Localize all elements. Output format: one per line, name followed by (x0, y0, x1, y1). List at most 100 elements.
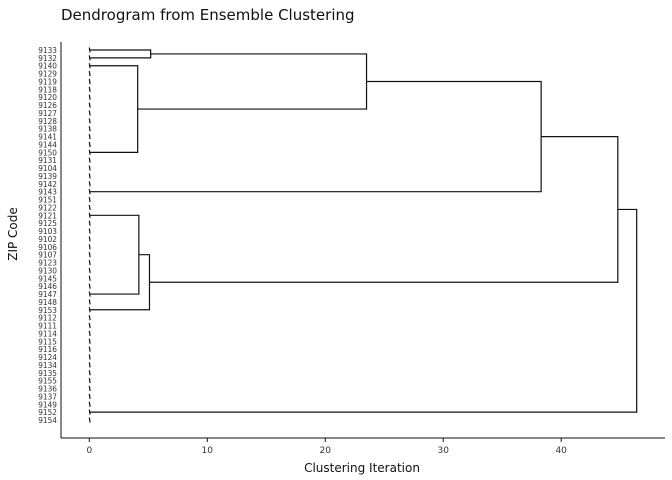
leaf-label: 9112 (38, 313, 57, 323)
leaf-stub (88, 165, 91, 171)
leaf-stub (88, 338, 91, 344)
leaf-stub (88, 204, 91, 211)
leaf-stub (88, 134, 91, 140)
dendrogram-merge (137, 53, 368, 110)
y-axis-title: ZIP Code (6, 207, 20, 261)
leaf-label: 9124 (38, 352, 57, 362)
leaf-label: 9147 (38, 289, 57, 299)
leaf-stub (88, 385, 91, 392)
leaf-label: 9131 (38, 155, 57, 165)
leaf-label: 9132 (38, 53, 57, 63)
leaf-label: 9133 (38, 45, 57, 55)
leaf-label: 9128 (38, 116, 57, 126)
leaf-label: 9151 (38, 195, 57, 205)
dendrogram-merge (89, 80, 542, 193)
leaf-stub (88, 157, 91, 163)
leaf-stub (88, 417, 91, 423)
dendrogram-merge (89, 65, 139, 153)
dendrogram-merge (89, 49, 152, 59)
leaf-label: 9155 (38, 376, 57, 386)
leaf-label: 9143 (38, 187, 57, 197)
leaf-label: 9119 (38, 76, 57, 86)
leaf-stub (88, 228, 91, 234)
dendrogram-branches (88, 47, 638, 423)
leaf-label: 9148 (38, 297, 57, 307)
leaf-stub (88, 393, 91, 399)
dendrogram-merge (89, 208, 638, 413)
leaf-label: 9144 (38, 139, 57, 149)
leaf-labels: 9133913291409129911991189120912691279128… (38, 45, 57, 425)
leaf-label: 9146 (38, 281, 57, 291)
leaf-label: 9115 (38, 336, 57, 346)
leaf-stub (88, 252, 91, 258)
leaf-stub (88, 236, 91, 242)
leaf-label: 9129 (38, 69, 57, 79)
leaf-label: 9145 (38, 273, 57, 283)
leaf-label: 9104 (38, 163, 57, 173)
leaf-stub (88, 126, 91, 132)
leaf-stub (88, 244, 91, 250)
chart-title: Dendrogram from Ensemble Clustering (61, 6, 355, 24)
leaf-label: 9138 (38, 124, 57, 134)
leaf-label: 9130 (38, 265, 57, 275)
leaf-stub (88, 378, 91, 384)
leaf-label: 9125 (38, 218, 57, 228)
leaf-label: 9114 (38, 328, 57, 338)
leaf-stub (88, 220, 91, 226)
x-tick-label: 20 (320, 446, 332, 456)
leaf-stub (88, 354, 91, 360)
dendrogram-merge (149, 135, 619, 283)
dendrogram-merge (89, 254, 151, 311)
leaf-label: 9123 (38, 258, 57, 268)
leaf-label: 9150 (38, 147, 57, 157)
leaf-stub (88, 141, 91, 148)
leaf-label: 9127 (38, 108, 57, 118)
leaf-label: 9102 (38, 234, 57, 244)
leaf-stub (88, 118, 91, 124)
leaf-stub (88, 78, 91, 85)
leaf-label: 9153 (38, 305, 57, 315)
leaf-stub (88, 283, 91, 289)
leaf-stub (88, 346, 91, 352)
leaf-stub (88, 370, 91, 376)
x-axis-title: Clustering Iteration (304, 461, 420, 475)
leaf-stub (88, 173, 91, 179)
leaf-label: 9154 (38, 415, 57, 425)
leaf-label: 9149 (38, 399, 57, 409)
leaf-label: 9142 (38, 179, 57, 189)
leaf-stub (88, 86, 91, 92)
leaf-label: 9107 (38, 250, 57, 260)
leaf-stub (88, 267, 91, 274)
leaf-label: 9118 (38, 84, 57, 94)
leaf-stub (88, 259, 91, 266)
leaf-stub (88, 94, 91, 100)
leaf-label: 9120 (38, 92, 57, 102)
leaf-label: 9137 (38, 391, 57, 401)
leaf-label: 9111 (38, 321, 57, 331)
leaf-stub (88, 362, 91, 368)
leaf-stub (88, 196, 91, 203)
x-tick-label: 0 (86, 446, 92, 456)
leaf-stub (88, 110, 91, 116)
leaf-stub (88, 102, 91, 108)
leaf-label: 9134 (38, 360, 57, 370)
leaf-stub (88, 401, 91, 407)
leaf-stub (88, 315, 91, 321)
leaf-stub (88, 299, 91, 305)
x-axis: 0 10 20 30 40 (61, 437, 665, 456)
x-tick-label: 30 (437, 446, 449, 456)
leaf-label: 9103 (38, 226, 57, 236)
leaf-label: 9122 (38, 202, 57, 212)
leaf-stub (88, 330, 91, 336)
leaf-label: 9106 (38, 242, 57, 252)
leaf-label: 9116 (38, 344, 57, 354)
leaf-label: 9136 (38, 384, 57, 394)
leaf-label: 9135 (38, 368, 57, 378)
leaf-stub (88, 71, 91, 77)
leaf-label: 9141 (38, 132, 57, 142)
leaf-label: 9139 (38, 171, 57, 181)
leaf-label: 9140 (38, 61, 57, 71)
leaf-stub (88, 322, 91, 329)
leaf-label: 9121 (38, 210, 57, 220)
